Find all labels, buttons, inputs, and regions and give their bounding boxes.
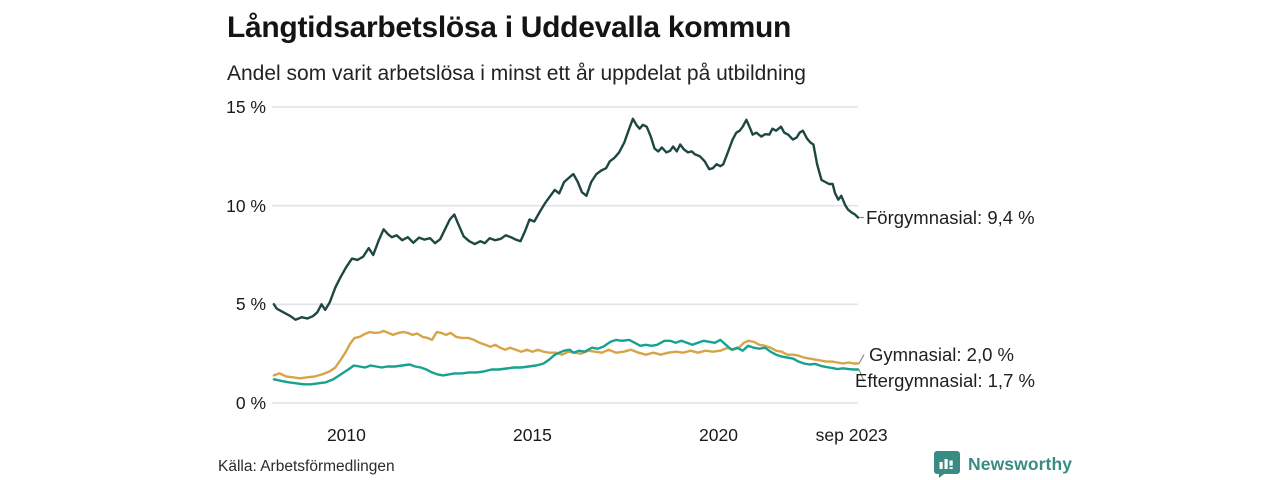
- y-tick-label: 0 %: [235, 393, 266, 413]
- page-title: Långtidsarbetslösa i Uddevalla kommun: [227, 11, 792, 44]
- x-tick-label: 2010: [326, 425, 366, 445]
- series-label-förgymnasial: Förgymnasial: 9,4 %: [866, 206, 1035, 228]
- series-label-eftergymnasial: Eftergymnasial: 1,7 %: [855, 370, 1035, 392]
- x-tick-label: 2020: [699, 425, 738, 445]
- x-tick-label: sep 2023: [815, 425, 888, 445]
- y-tick-label: 15 %: [226, 97, 266, 117]
- bar-chart-speech-bubble-icon: [934, 451, 960, 478]
- newsworthy-logo: Newsworthy: [934, 451, 1072, 478]
- series-line-förgymnasial: [272, 117, 860, 321]
- y-tick-label: 10 %: [226, 195, 266, 216]
- y-tick-label: 5 %: [235, 294, 266, 315]
- series-label-gymnasial: Gymnasial: 2,0 %: [869, 343, 1014, 365]
- x-tick-label: 2015: [512, 425, 552, 445]
- page-subtitle: Andel som varit arbetslösa i minst ett å…: [227, 62, 806, 85]
- series-line-eftergymnasial: [272, 338, 860, 386]
- newsworthy-logo-text: Newsworthy: [968, 454, 1073, 474]
- source-note: Källa: Arbetsförmedlingen: [218, 458, 395, 475]
- label-leader-gymnasial: [858, 354, 865, 364]
- label-leader-eftergymnasial: [858, 369, 865, 382]
- series-line-gymnasial: [272, 329, 860, 380]
